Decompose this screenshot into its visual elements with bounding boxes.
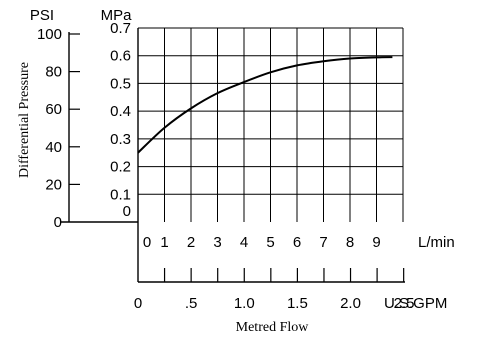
- lmin-tick-label: 1: [160, 234, 168, 251]
- mpa-tick-label: 0: [123, 203, 131, 220]
- mpa-ticks: 0.7 0.6 0.5 0.4 0.3 0.2 0.10: [110, 20, 131, 220]
- mpa-axis-title: MPa: [101, 7, 133, 24]
- mpa-tick-label: 0.3: [110, 131, 131, 148]
- lmin-tick-label: 7: [319, 234, 327, 251]
- lmin-tick-label: 3: [213, 234, 221, 251]
- lmin-tick-label: 9: [372, 234, 380, 251]
- gpm-tick-label: .5: [185, 295, 198, 312]
- gpm-tick-label: 1.0: [234, 295, 255, 312]
- psi-ticks: 100 80 60 40 20 0: [37, 26, 80, 231]
- gpm-ticks: 0 .5 1.0 1.5 2.0 2.5: [134, 268, 415, 312]
- psi-axis-title: PSI: [30, 7, 54, 24]
- lmin-tick-label: 8: [346, 234, 354, 251]
- psi-tick-label: 20: [45, 176, 62, 193]
- mpa-tick-label: 0.1: [110, 186, 131, 203]
- gpm-tick-label: 0: [134, 295, 142, 312]
- lmin-tick-label: 5: [266, 234, 274, 251]
- psi-tick-label: 80: [45, 64, 62, 81]
- mpa-tick-label: 0.5: [110, 75, 131, 92]
- mpa-tick-label: 0.6: [110, 48, 131, 65]
- axes: [60, 28, 405, 283]
- lmin-unit-label: L/min: [418, 234, 455, 251]
- gpm-tick-label: 1.5: [287, 295, 308, 312]
- psi-tick-label: 60: [45, 101, 62, 118]
- lmin-tick-label: 4: [240, 234, 248, 251]
- psi-tick-label: 100: [37, 26, 62, 43]
- lmin-tick-label: 6: [293, 234, 301, 251]
- psi-tick-label: 0: [54, 214, 62, 231]
- mpa-tick-label: 0.7: [110, 20, 131, 37]
- gpm-tick-label: 2.5: [394, 295, 415, 312]
- mpa-tick-label: 0.2: [110, 159, 131, 176]
- x-axis-label: Metred Flow: [236, 320, 310, 335]
- grid: [138, 27, 404, 222]
- y-axis-label: Differential Pressure: [17, 62, 32, 178]
- lmin-tick-label: 2: [187, 234, 195, 251]
- gpm-tick-label: 2.0: [340, 295, 361, 312]
- psi-tick-label: 40: [45, 139, 62, 156]
- lmin-tick-label: 0: [143, 234, 151, 251]
- mpa-tick-label: 0.4: [110, 103, 131, 120]
- pressure-curve: [137, 56, 393, 154]
- gpm-unit-label: U.S.GPM: [384, 295, 447, 312]
